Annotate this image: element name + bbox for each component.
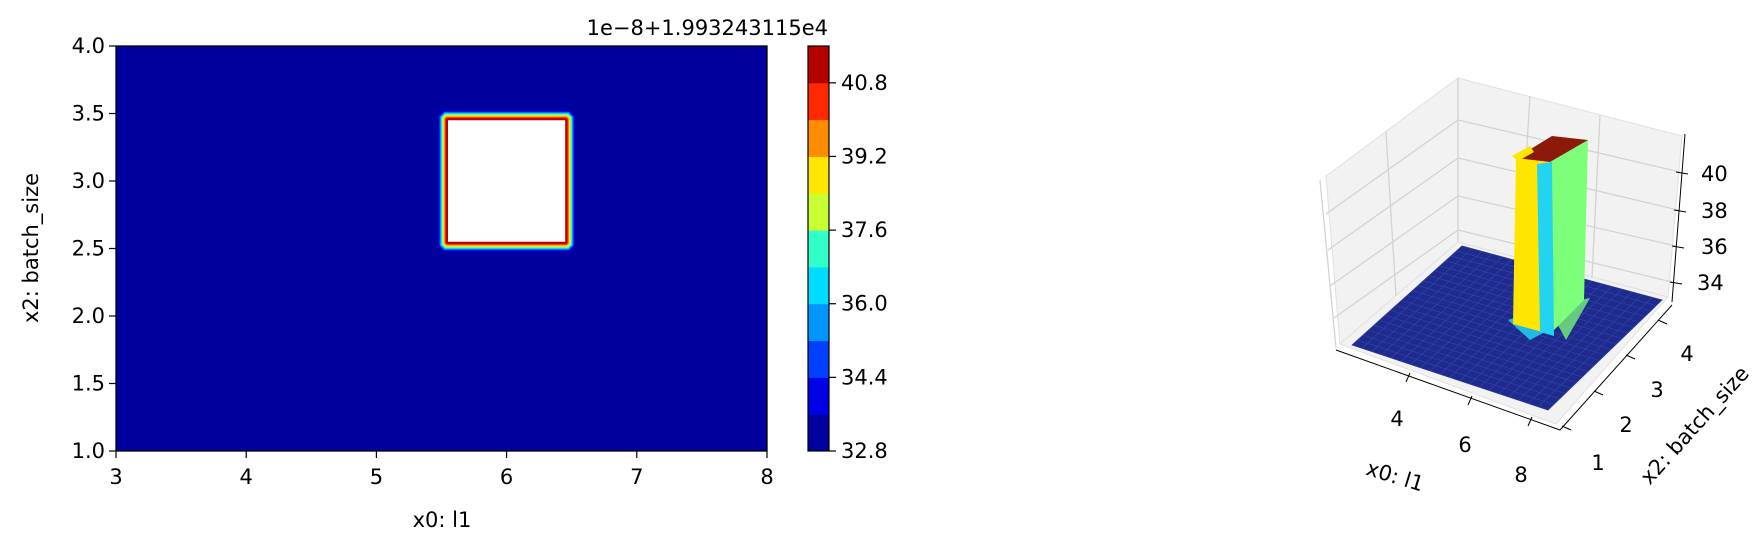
contour-rings bbox=[438, 110, 575, 252]
grid-line bbox=[1385, 131, 1397, 297]
x-tick-mark-3d bbox=[1527, 416, 1533, 427]
mesh-line bbox=[1528, 294, 1643, 404]
y-tick-label-3d: 3 bbox=[1650, 378, 1663, 402]
y-tick-label: 4.0 bbox=[72, 34, 105, 58]
contour-peak-region bbox=[448, 120, 566, 242]
z-tick-mark-3d bbox=[1675, 171, 1689, 175]
y-tick-mark-3d bbox=[1561, 425, 1572, 431]
x-tick-label: 7 bbox=[630, 465, 643, 489]
grid-line bbox=[1591, 114, 1601, 279]
y-tick-label-3d: 2 bbox=[1619, 413, 1632, 437]
mesh-line bbox=[1537, 297, 1653, 407]
x-axis-line-3d bbox=[1335, 349, 1561, 431]
mesh-line bbox=[1508, 288, 1623, 398]
colorbar-tick-label: 34.4 bbox=[841, 365, 888, 389]
y-tick-mark-3d bbox=[1657, 319, 1668, 325]
mesh-line bbox=[1498, 286, 1613, 394]
x-tick-label: 8 bbox=[760, 465, 773, 489]
y-tick-label: 2.0 bbox=[72, 304, 105, 328]
x-tick-mark-3d bbox=[1467, 395, 1473, 406]
contour-chart: 3 4 5 6 7 8 1.0 1.5 2.0 2.5 3.0 3.5 4.0 x0: l1 x2: … bbox=[19, 16, 888, 532]
y-axis-label: x2: batch_size bbox=[19, 173, 44, 323]
colorbar-band bbox=[808, 340, 829, 378]
contour-plot-area bbox=[116, 46, 767, 451]
colorbar-band bbox=[808, 82, 829, 121]
x-axis-label: x0: l1 bbox=[413, 508, 472, 532]
y-tick-mark-3d bbox=[1625, 354, 1636, 360]
z-tick-label-3d: 38 bbox=[1701, 199, 1728, 223]
z-tick-label-3d: 40 bbox=[1701, 162, 1728, 186]
y-axis-line-3d bbox=[1559, 304, 1673, 431]
x-tick-label-3d: 4 bbox=[1390, 407, 1403, 431]
x-axis-label-3d: x0: l1 bbox=[1363, 456, 1426, 496]
y-tick-label: 2.5 bbox=[72, 237, 105, 261]
y-tick-label: 3.5 bbox=[72, 102, 105, 126]
y-tick-mark-3d bbox=[1593, 390, 1604, 396]
colorbar-band bbox=[808, 230, 829, 268]
y-tick-label-3d: 4 bbox=[1680, 342, 1693, 366]
x-tick-label-3d: 8 bbox=[1514, 463, 1527, 487]
colorbar-band bbox=[808, 414, 829, 452]
colorbar-tick-label: 37.6 bbox=[841, 218, 888, 242]
peak-edge-face bbox=[1537, 162, 1554, 336]
x-tick-label: 3 bbox=[109, 465, 122, 489]
colorbar-tick-label: 39.2 bbox=[841, 144, 888, 168]
z-tick-label-3d: 36 bbox=[1701, 235, 1728, 259]
x-tick-label: 4 bbox=[240, 465, 253, 489]
z-tick-mark-3d bbox=[1671, 245, 1685, 249]
colorbar-bands bbox=[808, 46, 829, 452]
grid-line bbox=[1325, 119, 1459, 215]
colorbar-ticks: 32.8 34.4 36.0 37.6 39.2 40.8 bbox=[829, 71, 888, 463]
z-tick-label-3d: 34 bbox=[1697, 271, 1724, 295]
y-axis-ticks: 1.0 1.5 2.0 2.5 3.0 3.5 4.0 bbox=[72, 34, 116, 463]
grid-line bbox=[1329, 195, 1459, 287]
colorbar-band bbox=[808, 303, 829, 342]
colorbar-tick-label: 36.0 bbox=[841, 292, 888, 316]
y-tick-label: 3.0 bbox=[72, 169, 105, 193]
colorbar-tick-label: 32.8 bbox=[841, 439, 888, 463]
colorbar-band bbox=[808, 46, 829, 84]
peak-top-face bbox=[1516, 136, 1588, 162]
colorbar-frame bbox=[807, 45, 830, 452]
x-tick-label: 6 bbox=[500, 465, 513, 489]
z-tick-mark-3d bbox=[1669, 281, 1683, 285]
colorbar-band bbox=[808, 119, 829, 157]
x-tick-label: 5 bbox=[370, 465, 383, 489]
grid-line bbox=[1333, 229, 1459, 319]
z-tick-mark-3d bbox=[1673, 209, 1687, 213]
colorbar-tick-label: 40.8 bbox=[841, 71, 888, 95]
mesh-line bbox=[1406, 295, 1606, 356]
x-tick-mark-3d bbox=[1405, 372, 1411, 383]
y-tick-label: 1.0 bbox=[72, 439, 105, 463]
z-axis-line-3d bbox=[1671, 133, 1686, 303]
colorbar-offset-label: 1e−8+1.993243115e4 bbox=[587, 16, 828, 40]
y-tick-label: 1.5 bbox=[72, 372, 105, 396]
colorbar-band bbox=[808, 156, 829, 194]
grid-line bbox=[1319, 179, 1337, 349]
x-tick-label-3d: 6 bbox=[1458, 433, 1471, 457]
y-tick-label-3d: 1 bbox=[1591, 451, 1604, 475]
x-axis-ticks: 3 4 5 6 7 8 bbox=[109, 451, 774, 489]
colorbar-band bbox=[808, 193, 829, 231]
peak-right-face bbox=[1550, 140, 1588, 332]
colorbar-band bbox=[808, 266, 829, 305]
grid-line bbox=[1327, 157, 1459, 251]
mesh-line bbox=[1518, 291, 1633, 401]
peak-top-rim bbox=[1512, 146, 1534, 161]
colorbar-band bbox=[808, 377, 829, 415]
colorbar: 32.8 34.4 36.0 37.6 39.2 40.8 1e−8+1.99324311… bbox=[587, 16, 888, 463]
